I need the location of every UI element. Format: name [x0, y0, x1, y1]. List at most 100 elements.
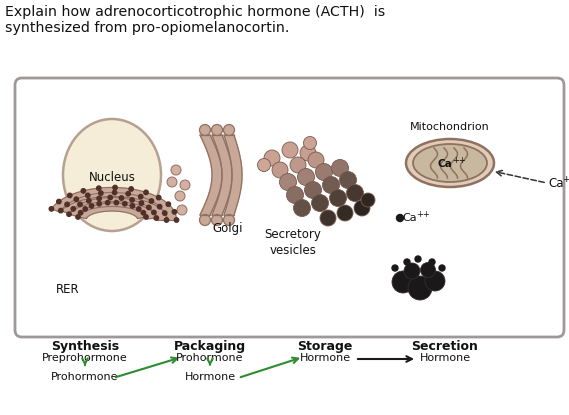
Circle shape [404, 259, 410, 265]
Circle shape [397, 215, 403, 222]
Circle shape [85, 193, 90, 198]
Ellipse shape [406, 139, 494, 187]
Circle shape [224, 124, 234, 136]
Text: Explain how adrenocorticotrophic hormone (ACTH)  is: Explain how adrenocorticotrophic hormone… [5, 5, 385, 19]
Text: Prohormone: Prohormone [51, 372, 119, 382]
Circle shape [282, 142, 298, 158]
Circle shape [65, 202, 69, 207]
Circle shape [79, 210, 83, 215]
Circle shape [123, 202, 127, 206]
Text: RER: RER [56, 283, 80, 296]
Circle shape [392, 265, 398, 271]
Circle shape [68, 193, 72, 198]
Circle shape [89, 204, 94, 208]
Text: Ca: Ca [438, 159, 453, 169]
Polygon shape [212, 135, 232, 215]
Text: Golgi: Golgi [213, 222, 244, 235]
Circle shape [49, 207, 53, 211]
Circle shape [166, 202, 171, 206]
Circle shape [138, 195, 143, 199]
Circle shape [119, 196, 123, 200]
Circle shape [172, 210, 176, 214]
Circle shape [167, 177, 177, 187]
Circle shape [287, 186, 303, 203]
Circle shape [415, 256, 421, 262]
Circle shape [78, 202, 83, 207]
Polygon shape [61, 193, 167, 220]
Circle shape [98, 191, 103, 195]
Circle shape [97, 202, 101, 206]
Polygon shape [79, 203, 146, 218]
Circle shape [97, 196, 101, 201]
Circle shape [59, 208, 63, 213]
Text: Prohormone: Prohormone [176, 353, 244, 363]
Text: synthesized from pro-opiomelanocortin.: synthesized from pro-opiomelanocortin. [5, 21, 290, 35]
Circle shape [81, 189, 85, 193]
Circle shape [113, 186, 117, 190]
Circle shape [337, 205, 353, 221]
Circle shape [264, 150, 280, 166]
Circle shape [83, 207, 88, 211]
Circle shape [86, 199, 91, 203]
Text: ++: ++ [416, 210, 430, 219]
Circle shape [158, 205, 162, 209]
Circle shape [272, 162, 288, 178]
Circle shape [177, 205, 187, 215]
Circle shape [279, 173, 296, 190]
Circle shape [404, 263, 420, 279]
Circle shape [347, 185, 364, 202]
Polygon shape [200, 135, 222, 215]
Circle shape [57, 199, 61, 204]
Text: Secretory
vesicles: Secretory vesicles [265, 228, 321, 257]
Circle shape [175, 191, 185, 201]
Circle shape [147, 205, 151, 210]
Text: Packaging: Packaging [174, 340, 246, 353]
Circle shape [137, 207, 141, 211]
Circle shape [174, 218, 179, 222]
Circle shape [294, 200, 311, 217]
Circle shape [258, 159, 270, 171]
Circle shape [303, 137, 316, 149]
Polygon shape [69, 198, 156, 219]
Circle shape [141, 210, 146, 215]
Circle shape [340, 171, 357, 188]
Circle shape [439, 265, 445, 271]
Circle shape [361, 193, 375, 207]
Circle shape [129, 187, 133, 191]
Text: ++: ++ [562, 174, 569, 183]
Circle shape [144, 215, 148, 219]
Circle shape [308, 152, 324, 168]
Text: Nucleus: Nucleus [89, 171, 135, 183]
Circle shape [212, 124, 222, 136]
Text: Hormone: Hormone [299, 353, 351, 363]
Circle shape [408, 276, 432, 300]
Circle shape [67, 212, 71, 216]
Circle shape [298, 168, 315, 186]
Circle shape [71, 207, 76, 211]
Circle shape [354, 200, 370, 216]
Circle shape [200, 124, 211, 136]
Circle shape [425, 271, 445, 291]
Circle shape [154, 216, 159, 220]
Circle shape [152, 210, 156, 215]
Text: Preprohormone: Preprohormone [42, 353, 128, 363]
Circle shape [156, 195, 161, 200]
Circle shape [139, 201, 143, 205]
Text: Synthesis: Synthesis [51, 340, 119, 353]
Polygon shape [51, 188, 176, 220]
Text: Mitochondrion: Mitochondrion [410, 122, 490, 132]
Circle shape [420, 263, 435, 278]
Circle shape [113, 190, 117, 195]
Circle shape [300, 145, 316, 161]
Circle shape [97, 186, 101, 190]
Text: Ca: Ca [548, 176, 563, 190]
Circle shape [74, 197, 79, 201]
Circle shape [290, 157, 306, 173]
Text: ++: ++ [452, 156, 466, 164]
Circle shape [164, 218, 168, 222]
Circle shape [304, 181, 321, 198]
Circle shape [130, 204, 135, 208]
Circle shape [114, 200, 118, 205]
Circle shape [76, 215, 80, 219]
Ellipse shape [413, 144, 487, 182]
